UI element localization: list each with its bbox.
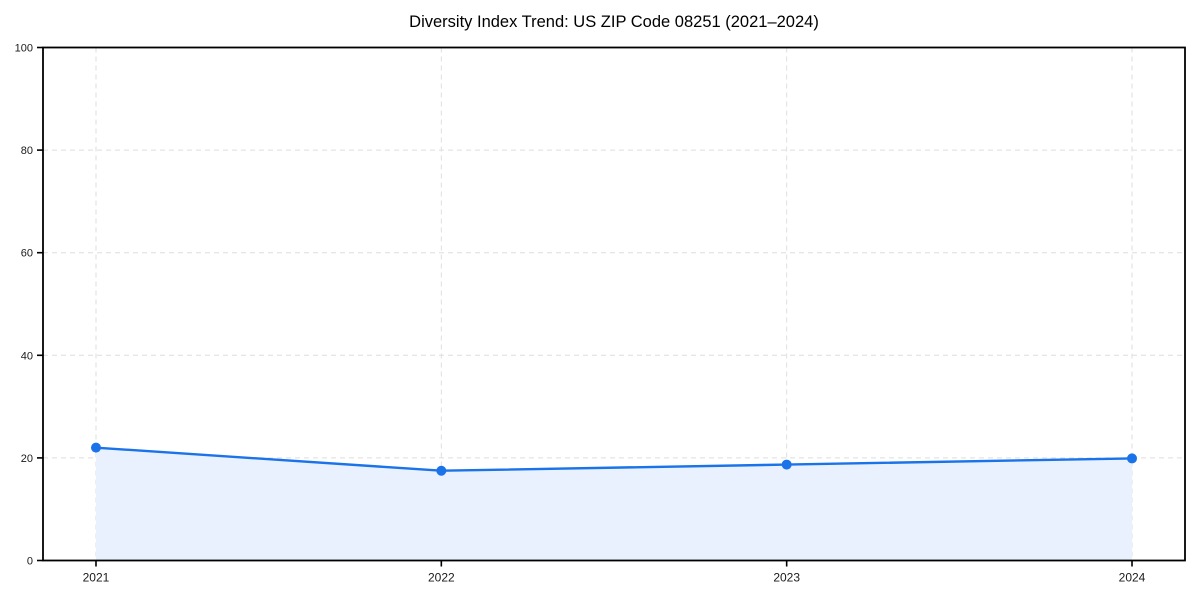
y-tick-label: 40 (21, 350, 33, 362)
data-point (781, 459, 792, 470)
series-line (94, 446, 1134, 472)
x-tick-label: 2024 (1119, 571, 1146, 585)
axis-spines (42, 46, 1186, 562)
data-point (1127, 453, 1138, 464)
chart-title: Diversity Index Trend: US ZIP Code 08251… (409, 13, 819, 31)
x-tick-label: 2022 (428, 571, 455, 585)
y-tick-label: 0 (27, 556, 33, 568)
series-area-fill (95, 447, 1133, 561)
y-tick-label: 80 (21, 145, 33, 157)
axis-ticks (37, 46, 1133, 567)
x-tick-label: 2021 (83, 571, 110, 585)
series-markers (90, 442, 1138, 476)
y-tick-label: 100 (15, 43, 33, 55)
y-tick-label: 20 (21, 453, 33, 465)
data-point (90, 442, 101, 453)
data-point (436, 465, 447, 476)
x-tick-label: 2023 (773, 571, 800, 585)
y-tick-label: 60 (21, 248, 33, 260)
